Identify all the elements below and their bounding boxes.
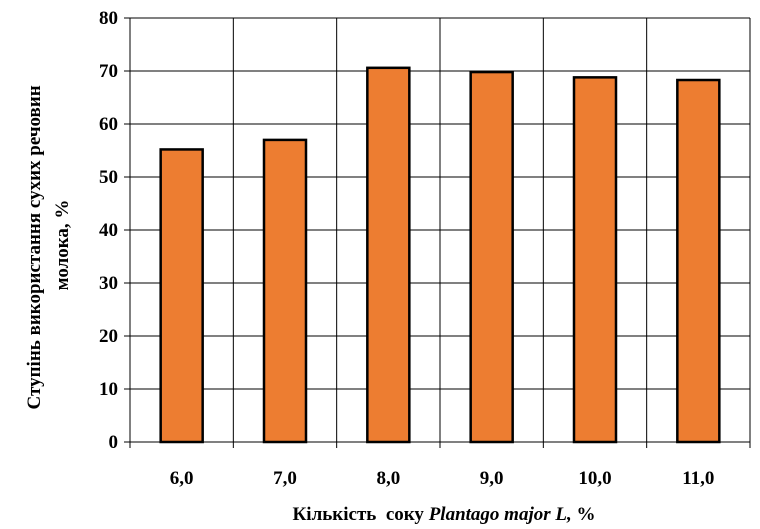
x-axis-title-suffix: %: [572, 504, 596, 525]
x-tick-label: 7,0: [273, 468, 297, 489]
y-tick-label: 10: [99, 379, 118, 400]
bar: [262, 138, 308, 444]
x-axis-title-prefix: Кількість соку: [293, 504, 429, 525]
bar: [366, 66, 411, 444]
y-tick-label: 30: [99, 273, 118, 294]
y-tick-label: 20: [99, 326, 118, 347]
y-tick-label: 70: [99, 61, 118, 82]
y-tick-label: 80: [99, 8, 118, 29]
axes: [124, 17, 751, 448]
x-tick-label: 10,0: [578, 468, 611, 489]
y-tick-label: 40: [99, 220, 118, 241]
x-tick-label: 8,0: [376, 468, 400, 489]
bar: [572, 76, 618, 444]
x-tick-labels: 6,0 7,0 8,0 9,0 10,0 11,0: [170, 468, 715, 489]
bar: [676, 78, 721, 444]
y-tick-labels: 0 10 20 30 40 50 60 70 80: [99, 8, 118, 453]
x-axis-title-italic: Plantago major L,: [428, 504, 572, 525]
y-axis-title-line2: молока, %: [52, 200, 73, 291]
y-axis-title: Ступінь використання сухих речовин молок…: [24, 81, 73, 410]
x-axis-title: Кількість соку Plantago major L, %: [293, 504, 596, 525]
bar: [469, 70, 514, 444]
y-axis-title-line1: Ступінь використання сухих речовин: [24, 85, 45, 409]
x-tick-label: 6,0: [170, 468, 194, 489]
bar: [159, 148, 204, 444]
x-tick-label: 9,0: [480, 468, 504, 489]
y-tick-label: 60: [99, 114, 118, 135]
y-tick-label: 50: [99, 167, 118, 188]
x-tick-label: 11,0: [682, 468, 714, 489]
y-tick-label: 0: [109, 432, 119, 453]
bars: [159, 66, 721, 444]
grid-lines: [130, 17, 751, 442]
